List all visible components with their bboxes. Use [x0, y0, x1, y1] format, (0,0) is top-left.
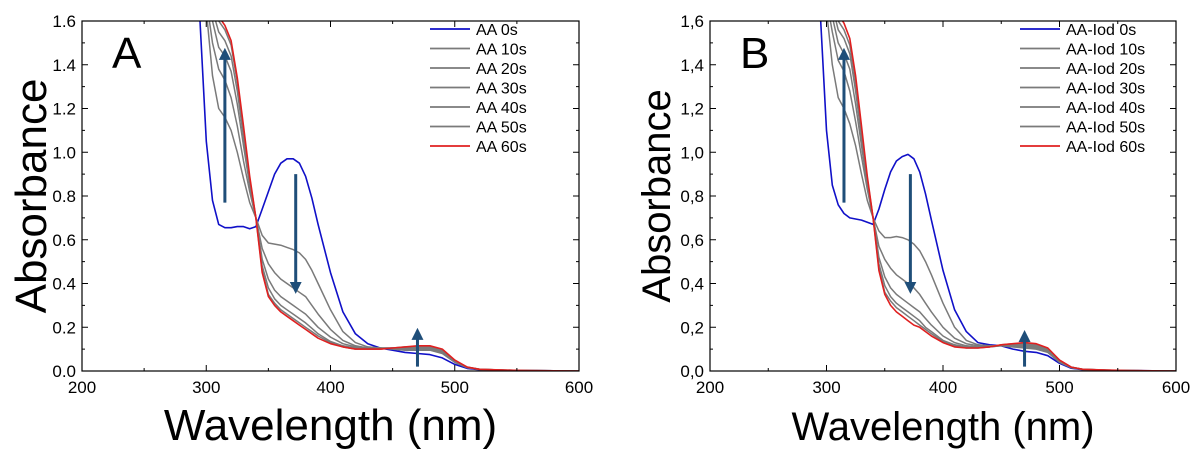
- x-tick-label: 200: [696, 378, 724, 397]
- y-tick-label: 1.2: [52, 100, 76, 119]
- legend-label: AA 50s: [476, 120, 527, 137]
- y-tick-label: 1,4: [680, 56, 704, 75]
- series-line: [819, 21, 1176, 371]
- legend: AA 0s AA 10s AA 20s AA 30s AA 40s AA 50s AA 60…: [430, 22, 527, 156]
- panel-label: A: [112, 29, 142, 78]
- panel-label: B: [740, 29, 769, 78]
- legend-label: AA-Iod 0s: [1066, 22, 1136, 39]
- x-tick-label: 500: [1045, 378, 1073, 397]
- x-axis-label: Wavelength (nm): [791, 405, 1094, 449]
- y-tick-label: 0,0: [680, 362, 704, 381]
- legend-label: AA 0s: [476, 22, 518, 39]
- x-tick-label: 300: [812, 378, 840, 397]
- y-tick-label: 0,4: [680, 275, 704, 294]
- y-tick-label: 1,6: [680, 12, 704, 31]
- y-tick-label: 1.0: [52, 143, 76, 162]
- legend-label: AA-Iod 40s: [1066, 100, 1145, 117]
- y-tick-label: 0,6: [680, 231, 704, 250]
- x-tick-label: 200: [68, 378, 96, 397]
- legend-label: AA 20s: [476, 61, 527, 78]
- series-line: [826, 21, 1176, 371]
- legend-label: AA-Iod 60s: [1066, 139, 1145, 156]
- legend-label: AA-Iod 30s: [1066, 81, 1145, 98]
- legend-label: AA-Iod 50s: [1066, 120, 1145, 137]
- y-tick-label: 0.2: [52, 318, 76, 337]
- legend-label: AA-Iod 20s: [1066, 61, 1145, 78]
- plot-area: [199, 21, 579, 371]
- legend-label: AA 40s: [476, 100, 527, 117]
- x-tick-label: 600: [1162, 378, 1190, 397]
- plot-area: [819, 21, 1176, 371]
- y-tick-label: 1,2: [680, 100, 704, 119]
- legend: AA-Iod 0s AA-Iod 10s AA-Iod 20s AA-Iod 30s A…: [1020, 22, 1145, 156]
- y-tick-label: 1.4: [52, 56, 76, 75]
- series-line: [220, 21, 579, 371]
- y-tick-label: 1.6: [52, 12, 76, 31]
- y-tick-label: 0.6: [52, 231, 76, 250]
- x-tick-label: 400: [316, 378, 344, 397]
- panel-b: 200 300 400 500 600 0,0 0,2 0,4 0,6 0,8 1,0 1,2 1,4 1…: [595, 0, 1195, 452]
- y-tick-label: 1,0: [680, 143, 704, 162]
- y-tick-label: 0.4: [52, 275, 76, 294]
- series-line: [199, 21, 579, 371]
- x-axis-label: Wavelength (nm): [164, 401, 497, 450]
- x-tick-label: 600: [565, 378, 593, 397]
- legend-label: AA 10s: [476, 42, 527, 59]
- series-line: [841, 21, 1176, 371]
- x-tick-label: 500: [441, 378, 469, 397]
- series-line: [208, 21, 579, 371]
- legend-label: AA 30s: [476, 81, 527, 98]
- y-tick-label: 0.0: [52, 362, 76, 381]
- legend-label: AA-Iod 10s: [1066, 42, 1145, 59]
- panel-a: 200 300 400 500 600 0.0 0.2 0.4 0.6 0.8 1.0 1.2 1.4 1…: [0, 0, 600, 452]
- y-tick-label: 0.8: [52, 187, 76, 206]
- chart-b: 200 300 400 500 600 0,0 0,2 0,4 0,6 0,8 1,0 1,2 1,4 1…: [635, 12, 1190, 449]
- y-tick-label: 0,8: [680, 187, 704, 206]
- x-tick-label: 300: [192, 378, 220, 397]
- x-tick-label: 400: [929, 378, 957, 397]
- legend-label: AA 60s: [476, 139, 527, 156]
- y-axis-label: Absorbance: [635, 89, 679, 302]
- y-axis-label: Absorbance: [7, 79, 56, 314]
- chart-a: 200 300 400 500 600 0.0 0.2 0.4 0.6 0.8 1.0 1.2 1.4 1…: [7, 12, 593, 450]
- y-tick-label: 0,2: [680, 318, 704, 337]
